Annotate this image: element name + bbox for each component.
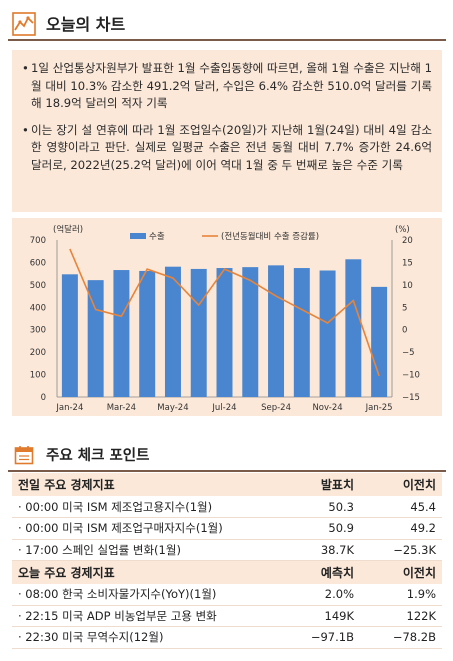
column-header: 오늘 주요 경제지표 (12, 560, 280, 584)
legend-line-label: (전년동월대비 수출 증감률) (221, 231, 319, 242)
chart-svg: 0 100 200 300 400 500 600 700 −15 −10 −5 0 5 10 15 20 (억… (30, 224, 420, 413)
indicator-previous: −25.3K (360, 539, 442, 561)
export-bar (87, 280, 104, 397)
summary-box: • 1일 산업통상자원부가 발표한 1월 수출입동향에 따르면, 올해 1월 수… (12, 50, 442, 212)
legend-bar-swatch (130, 233, 146, 239)
table-header: 오늘 주요 경제지표 예측치 이전치 (12, 560, 442, 584)
right-axis-unit: (%) (395, 225, 410, 235)
indicator-name: · 00:00 미국 ISM 제조업고용지수(1월) (12, 496, 280, 518)
right-tick-label: −15 (402, 393, 420, 403)
left-tick-label: 0 (41, 393, 46, 403)
table-row: · 08:00 한국 소비자물가지수(YoY)(1월) 2.0% 1.9% (12, 583, 442, 606)
column-header: 전일 주요 경제지표 (12, 473, 280, 496)
export-bar (319, 270, 336, 397)
indicator-actual: 38.7K (280, 539, 360, 561)
indicator-forecast: −97.1B (280, 626, 360, 649)
export-bar (371, 286, 388, 397)
left-tick-label: 400 (30, 303, 46, 313)
x-tick-label: Sep-24 (261, 403, 291, 413)
summary-bullet: • 1일 산업통상자원부가 발표한 1월 수출입동향에 따르면, 올해 1월 수… (22, 60, 432, 113)
indicator-previous: 1.9% (360, 583, 442, 606)
export-bar (268, 265, 285, 397)
left-tick-label: 500 (30, 281, 46, 291)
table-row: · 22:30 미국 무역수지(12월) −97.1B −78.2B (12, 626, 442, 649)
left-axis-unit: (억달러) (53, 224, 83, 235)
calendar-icon (14, 446, 34, 465)
indicator-name: · 08:00 한국 소비자물가지수(YoY)(1월) (12, 583, 280, 606)
column-header: 발표치 (280, 473, 360, 496)
right-tick-label: 10 (402, 281, 413, 291)
column-header: 이전치 (360, 473, 442, 496)
table-row: · 00:00 미국 ISM 제조업고용지수(1월) 50.3 45.4 (12, 496, 442, 518)
export-bar (293, 268, 310, 397)
right-tick-label: 0 (402, 326, 407, 336)
export-bar (61, 274, 78, 397)
column-header: 이전치 (360, 560, 442, 584)
left-tick-label: 300 (30, 326, 46, 336)
left-tick-label: 100 (30, 371, 46, 381)
left-tick-label: 600 (30, 258, 46, 268)
export-bar (345, 259, 362, 397)
indicator-table: 전일 주요 경제지표 발표치 이전치 · 00:00 미국 ISM 제조업고용지… (12, 473, 442, 649)
page-title: 오늘의 차트 (46, 15, 126, 34)
export-bar (113, 270, 130, 397)
indicator-name: · 00:00 미국 ISM 제조업구매자지수(1월) (12, 517, 280, 540)
table-row: · 17:00 스페인 실업률 변화(1월) 38.7K −25.3K (12, 539, 442, 561)
column-header: 예측치 (280, 560, 360, 584)
export-bar (164, 266, 181, 397)
page-header: 오늘의 차트 (8, 8, 446, 41)
summary-text: 이는 장기 설 연휴에 따라 1월 조업일수(20일)가 지난해 1월(24일)… (31, 122, 432, 172)
export-chart: 0 100 200 300 400 500 600 700 −15 −10 −5 0 5 10 15 20 (억… (12, 218, 442, 416)
indicator-previous: −78.2B (360, 626, 442, 649)
summary-bullet: • 이는 장기 설 연휴에 따라 1월 조업일수(20일)가 지난해 1월(24… (22, 122, 432, 175)
export-bar (216, 268, 233, 397)
right-tick-label: 15 (402, 258, 413, 268)
bullet-marker: • (22, 122, 29, 137)
bullet-marker: • (22, 61, 29, 75)
x-tick-label: Jan-25 (365, 403, 393, 413)
summary-text: 1일 산업통상자원부가 발표한 1월 수출입동향에 따르면, 올해 1월 수출은… (31, 61, 432, 110)
x-tick-label: Jul-24 (211, 403, 236, 413)
right-tick-label: 20 (402, 236, 413, 246)
x-tick-label: Mar-24 (107, 403, 136, 413)
indicator-actual: 50.9 (280, 517, 360, 540)
right-tick-label: −10 (402, 371, 420, 381)
left-tick-label: 200 (30, 348, 46, 358)
export-bar (242, 267, 259, 397)
export-bar (139, 270, 156, 397)
growth-rate-line (69, 248, 380, 377)
indicator-previous: 45.4 (360, 496, 442, 518)
x-tick-label: Nov-24 (312, 403, 342, 413)
right-tick-label: −5 (402, 348, 415, 358)
export-bar (190, 268, 207, 397)
legend-bar-label: 수출 (149, 231, 165, 242)
table-row: · 22:15 미국 ADP 비농업부문 고용 변화 149K 122K (12, 605, 442, 627)
indicator-forecast: 149K (280, 605, 360, 627)
table-row: · 00:00 미국 ISM 제조업구매자지수(1월) 50.9 49.2 (12, 517, 442, 540)
indicator-forecast: 2.0% (280, 583, 360, 606)
section-title: 주요 체크 포인트 (46, 448, 150, 464)
indicator-name: · 17:00 스페인 실업률 변화(1월) (12, 539, 280, 561)
indicator-previous: 49.2 (360, 517, 442, 540)
line-chart-icon (12, 12, 36, 36)
right-tick-label: 5 (402, 303, 407, 313)
left-tick-label: 700 (30, 236, 46, 246)
section-header: 주요 체크 포인트 (8, 440, 446, 472)
indicator-previous: 122K (360, 605, 442, 627)
x-tick-label: May-24 (157, 403, 188, 413)
indicator-name: · 22:15 미국 ADP 비농업부문 고용 변화 (12, 605, 280, 627)
x-tick-label: Jan-24 (55, 403, 83, 413)
indicator-name: · 22:30 미국 무역수지(12월) (12, 626, 280, 649)
table-header: 전일 주요 경제지표 발표치 이전치 (12, 473, 442, 496)
indicator-actual: 50.3 (280, 496, 360, 518)
